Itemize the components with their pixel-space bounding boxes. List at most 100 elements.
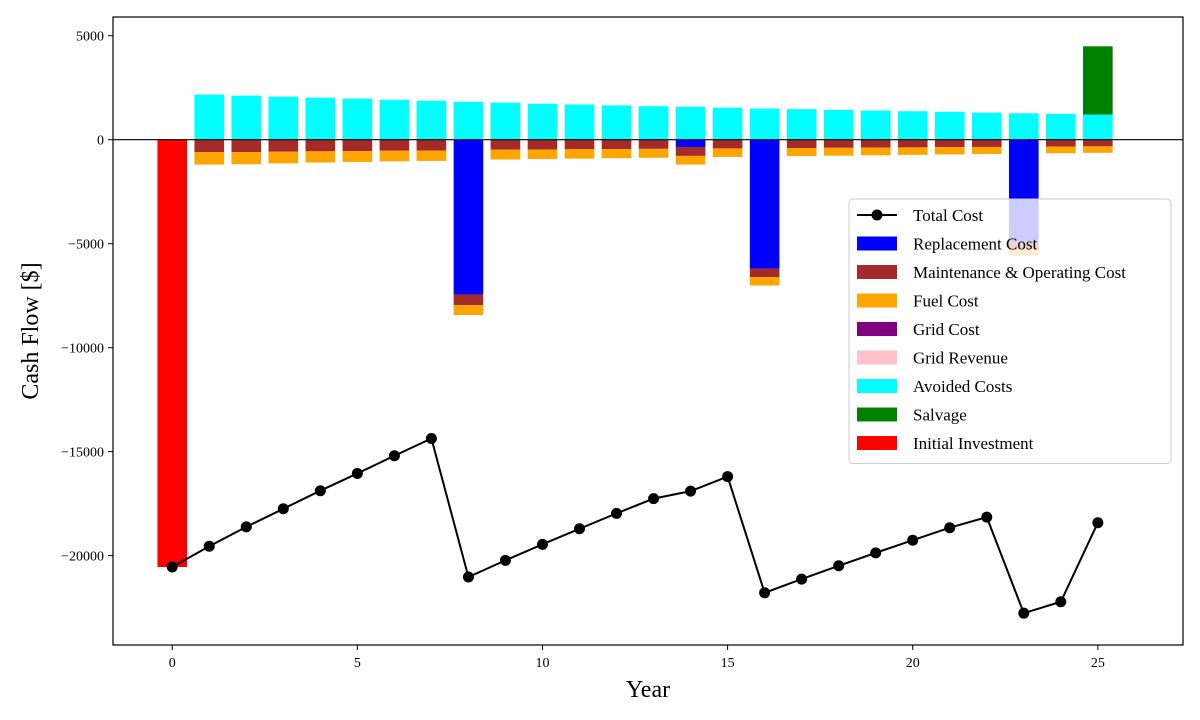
legend-swatch-avoided-costs [857, 379, 897, 393]
x-tick-label: 15 [721, 656, 735, 671]
bar-avoided-costs-year-15 [712, 107, 743, 140]
total-cost-point-year-25 [1092, 517, 1104, 529]
total-cost-point-year-24 [1055, 596, 1067, 608]
bar-maintenance-and-operating-cost-year-24 [1046, 139, 1076, 147]
legend-swatch-salvage [857, 407, 897, 422]
total-cost-point-year-23 [1018, 607, 1030, 619]
bar-maintenance-and-operating-cost-year-2 [231, 139, 262, 153]
x-tick-label: 5 [354, 656, 361, 671]
total-cost-point-year-16 [759, 587, 771, 599]
bar-maintenance-and-operating-cost-year-11 [564, 139, 595, 150]
bar-fuel-cost-year-7 [416, 150, 447, 161]
bar-maintenance-and-operating-cost-year-5 [342, 139, 373, 152]
total-cost-point-year-15 [722, 471, 734, 483]
total-cost-point-year-9 [499, 554, 511, 566]
legend-label-salvage: Salvage [913, 406, 967, 425]
total-cost-point-year-17 [796, 573, 808, 585]
x-tick-label: 20 [906, 656, 920, 671]
bar-fuel-cost-year-17 [786, 148, 817, 157]
bar-avoided-costs-year-21 [934, 111, 965, 140]
bar-fuel-cost-year-1 [194, 152, 225, 165]
bar-fuel-cost-year-14 [675, 155, 706, 165]
legend-label-avoided-costs: Avoided Costs [913, 377, 1012, 396]
bar-replacement-cost-year-14 [675, 139, 706, 147]
bar-avoided-costs-year-17 [786, 109, 817, 140]
bar-fuel-cost-year-24 [1046, 146, 1076, 154]
bar-fuel-cost-year-11 [564, 149, 595, 159]
bar-avoided-costs-year-12 [601, 105, 632, 140]
y-tick-label: −15000 [61, 446, 104, 461]
bar-avoided-costs-year-13 [638, 106, 669, 140]
total-cost-line [171, 437, 1099, 615]
x-tick-label: 0 [169, 656, 176, 671]
x-axis-title: Year [626, 677, 670, 703]
bar-maintenance-and-operating-cost-year-8 [453, 294, 484, 306]
total-cost-point-year-1 [203, 540, 215, 552]
x-tick-label: 25 [1091, 656, 1105, 671]
legend-swatch-initial-investment [857, 436, 897, 450]
legend-label-replacement-cost: Replacement Cost [913, 235, 1037, 254]
total-cost-point-year-4 [314, 485, 326, 497]
bar-avoided-costs-year-20 [897, 111, 928, 140]
total-cost-point-year-13 [648, 493, 660, 505]
bar-maintenance-and-operating-cost-year-4 [305, 139, 336, 152]
total-cost-point-year-8 [462, 571, 474, 583]
total-cost-point-year-2 [240, 521, 252, 533]
bar-fuel-cost-year-21 [934, 147, 965, 155]
bar-fuel-cost-year-5 [342, 151, 373, 162]
total-cost-point-year-6 [388, 450, 400, 462]
legend-label-initial-investment: Initial Investment [913, 434, 1034, 453]
bar-avoided-costs-year-1 [194, 94, 225, 140]
y-tick-label: −5000 [68, 238, 104, 253]
bar-maintenance-and-operating-cost-year-25 [1083, 139, 1113, 147]
legend-label-fuel-cost: Fuel Cost [913, 292, 979, 311]
total-cost-point-year-14 [685, 485, 697, 497]
bar-avoided-costs-year-4 [305, 97, 336, 140]
legend-label-maintenance-and-operating-cost: Maintenance & Operating Cost [913, 263, 1126, 282]
total-cost-point-year-21 [944, 522, 956, 534]
y-tick-label: −20000 [61, 550, 104, 565]
bar-fuel-cost-year-25 [1083, 146, 1113, 153]
bar-fuel-cost-year-19 [860, 147, 891, 156]
total-cost-line-layer [166, 433, 1104, 619]
total-cost-point-year-3 [277, 503, 289, 515]
legend-swatch-replacement-cost [857, 236, 897, 251]
bar-replacement-cost-year-8 [453, 139, 484, 295]
bar-salvage-year-25 [1083, 46, 1113, 115]
bar-fuel-cost-year-15 [712, 148, 743, 157]
y-tick-label: −10000 [61, 342, 104, 357]
bar-maintenance-and-operating-cost-year-19 [860, 139, 891, 148]
legend-swatch-grid-revenue [857, 350, 897, 365]
bar-maintenance-and-operating-cost-year-14 [675, 146, 706, 156]
legend-box [848, 198, 1172, 464]
legend-label-grid-revenue: Grid Revenue [913, 349, 1008, 368]
bar-avoided-costs-year-7 [416, 100, 447, 140]
bar-fuel-cost-year-9 [490, 149, 521, 160]
bar-fuel-cost-year-22 [971, 146, 1002, 155]
bar-avoided-costs-year-23 [1008, 113, 1039, 140]
legend-label-grid-cost: Grid Cost [913, 320, 980, 339]
bar-maintenance-and-operating-cost-year-20 [897, 139, 928, 148]
bar-maintenance-and-operating-cost-year-21 [934, 139, 965, 148]
bar-fuel-cost-year-10 [527, 149, 558, 160]
bar-maintenance-and-operating-cost-year-22 [971, 139, 1002, 147]
bar-avoided-costs-year-25 [1083, 114, 1113, 140]
total-cost-point-year-22 [981, 511, 993, 523]
total-cost-point-year-18 [833, 560, 845, 572]
bar-initial-investment-year-0 [157, 139, 188, 568]
total-cost-point-year-11 [574, 523, 586, 535]
bar-maintenance-and-operating-cost-year-3 [268, 139, 299, 152]
bar-replacement-cost-year-16 [749, 139, 780, 269]
x-tick-label: 10 [535, 656, 549, 671]
bar-maintenance-and-operating-cost-year-6 [379, 139, 410, 151]
bar-avoided-costs-year-5 [342, 98, 373, 140]
bar-avoided-costs-year-2 [231, 95, 262, 140]
bar-avoided-costs-year-9 [490, 102, 521, 140]
total-cost-point-year-0 [166, 561, 178, 573]
bar-maintenance-and-operating-cost-year-12 [601, 139, 632, 150]
bar-avoided-costs-year-19 [860, 110, 891, 140]
bar-maintenance-and-operating-cost-year-13 [638, 139, 669, 149]
total-cost-point-year-12 [611, 507, 623, 519]
bar-avoided-costs-year-18 [823, 109, 854, 140]
